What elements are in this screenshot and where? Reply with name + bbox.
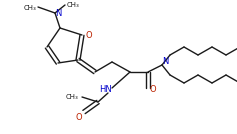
Text: HN: HN — [100, 85, 112, 94]
Text: N: N — [162, 57, 168, 66]
Text: N: N — [55, 8, 61, 18]
Text: O: O — [150, 85, 156, 94]
Text: O: O — [76, 113, 82, 122]
Text: CH₃: CH₃ — [24, 5, 36, 11]
Text: CH₃: CH₃ — [67, 2, 79, 8]
Text: O: O — [86, 31, 92, 40]
Text: CH₃: CH₃ — [66, 94, 78, 100]
